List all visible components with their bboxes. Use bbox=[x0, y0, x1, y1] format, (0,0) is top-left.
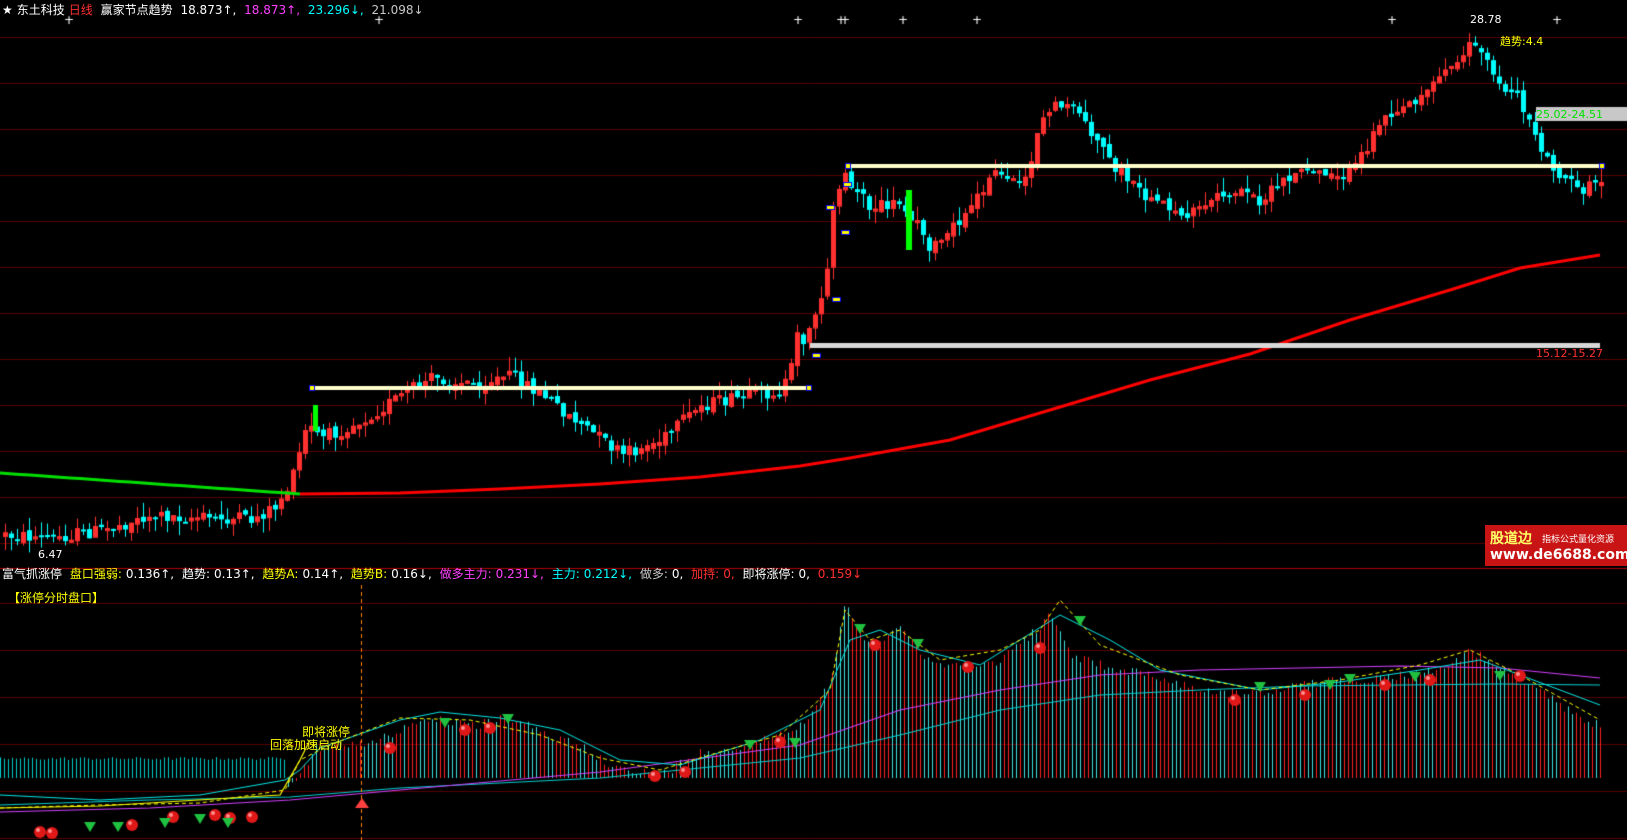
ind-label-trend-a: 趋势A: bbox=[262, 567, 299, 581]
high-price-label: 28.78 bbox=[1470, 13, 1502, 26]
indicator-panel-header: 富气抓涨停 盘口强弱: 0.136↑, 趋势: 0.13↑, 趋势A: 0.14↑, … bbox=[2, 567, 866, 581]
low-price-label: 6.47 bbox=[38, 548, 63, 561]
lower-zone-label: 15.12-15.27 bbox=[1536, 347, 1603, 360]
indicator-value-2: 18.873↑, bbox=[244, 3, 301, 17]
watermark-logo: 股道边 指标公式量化资源 www.de6688.com bbox=[1485, 525, 1627, 566]
main-chart-header: ★ 东土科技 日线 赢家节点趋势 18.873↑, 18.873↑, 23.296↓… bbox=[2, 3, 428, 17]
ind-value-trend-b: 0.16↓, bbox=[391, 567, 432, 581]
ind-label-pankou: 盘口强弱: bbox=[69, 567, 122, 581]
ind-label-long-main: 做多主力: bbox=[439, 567, 492, 581]
star-icon: ★ bbox=[2, 3, 13, 17]
ind-label-main: 主力: bbox=[551, 567, 580, 581]
watermark-url: www.de6688.com bbox=[1490, 547, 1627, 563]
watermark-brand: 股道边 bbox=[1490, 531, 1532, 547]
signal-accelerate-label: 回落加速启动 bbox=[270, 738, 343, 752]
ind-label-trend-b: 趋势B: bbox=[350, 567, 388, 581]
ind-value-pankou: 0.136↑, bbox=[125, 567, 175, 581]
trend-label: 趋势:4.4 bbox=[1500, 35, 1544, 48]
ind-label-hold: 加持: bbox=[691, 567, 720, 581]
sub-panel-label: 【涨停分时盘口】 bbox=[8, 591, 105, 605]
indicator-name[interactable]: 赢家节点趋势 bbox=[100, 3, 173, 17]
ind-value-hold: 0, bbox=[723, 567, 735, 581]
ind-value-trend-a: 0.14↑, bbox=[302, 567, 344, 581]
ind-value-main: 0.212↓, bbox=[583, 567, 632, 581]
ind-value-long-main: 0.231↓, bbox=[495, 567, 544, 581]
period-label[interactable]: 日线 bbox=[68, 3, 93, 17]
ind-value-extra: 0.159↓ bbox=[817, 567, 863, 581]
ind-label-trend: 趋势: bbox=[181, 567, 210, 581]
ind-value-long: 0, bbox=[671, 567, 684, 581]
ind-label-limit-up: 即将涨停: bbox=[742, 567, 795, 581]
ind-value-limit-up: 0, bbox=[798, 567, 810, 581]
indicator-value-4: 21.098↓ bbox=[371, 3, 424, 17]
ind-label-long: 做多: bbox=[639, 567, 668, 581]
indicator-value-3: 23.296↓, bbox=[307, 3, 364, 17]
indicator-value-1: 18.873↑, bbox=[180, 3, 237, 17]
ind-value-trend: 0.13↑, bbox=[214, 567, 255, 581]
watermark-slogan: 指标公式量化资源 bbox=[1542, 535, 1615, 545]
signal-limit-up-label: 即将涨停 bbox=[302, 725, 351, 739]
upper-zone-label: 25.02-24.51 bbox=[1536, 108, 1603, 121]
stock-name[interactable]: 东土科技 bbox=[16, 3, 65, 17]
indicator-panel-name[interactable]: 富气抓涨停 bbox=[2, 567, 63, 581]
